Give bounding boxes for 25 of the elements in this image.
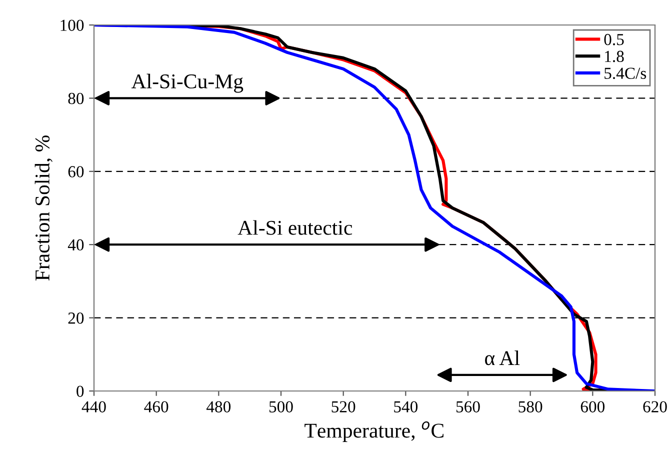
annotation: α Al [485, 350, 520, 366]
y-tick-label: 100 [60, 20, 84, 31]
y-tick-label: 60 [68, 166, 84, 178]
x-tick-label: 480 [206, 401, 231, 412]
x-tick-label: 460 [144, 401, 168, 412]
legend-label: 1.8 [605, 50, 624, 62]
y-axis-title: Fraction Solid, % [34, 136, 52, 281]
x-tick-label: 600 [580, 401, 605, 412]
x-tick-label: 440 [82, 401, 106, 412]
x-tick-label: 500 [269, 401, 293, 412]
y-tick-label: 20 [68, 312, 84, 324]
line-series [94, 25, 655, 391]
annotation: Al-Si eutectic [238, 220, 352, 235]
x-tick-label: 540 [394, 401, 418, 412]
legend-label: 0.5 [604, 34, 624, 46]
y-tick-label: 80 [68, 92, 84, 104]
y-tick-label: 40 [68, 239, 84, 251]
y-tick-label: 0 [76, 386, 84, 397]
legend-label: 5.4C/s [604, 68, 646, 80]
x-tick-label: 560 [456, 401, 480, 412]
x-axis-title: Temperature, $^{o}$C [304, 421, 444, 442]
annotation: Al-Si-Cu-Mg [131, 74, 244, 93]
x-tick-label: 580 [518, 401, 542, 412]
x-tick-label: 520 [332, 401, 356, 412]
x-tick-label: 620 [643, 401, 667, 412]
